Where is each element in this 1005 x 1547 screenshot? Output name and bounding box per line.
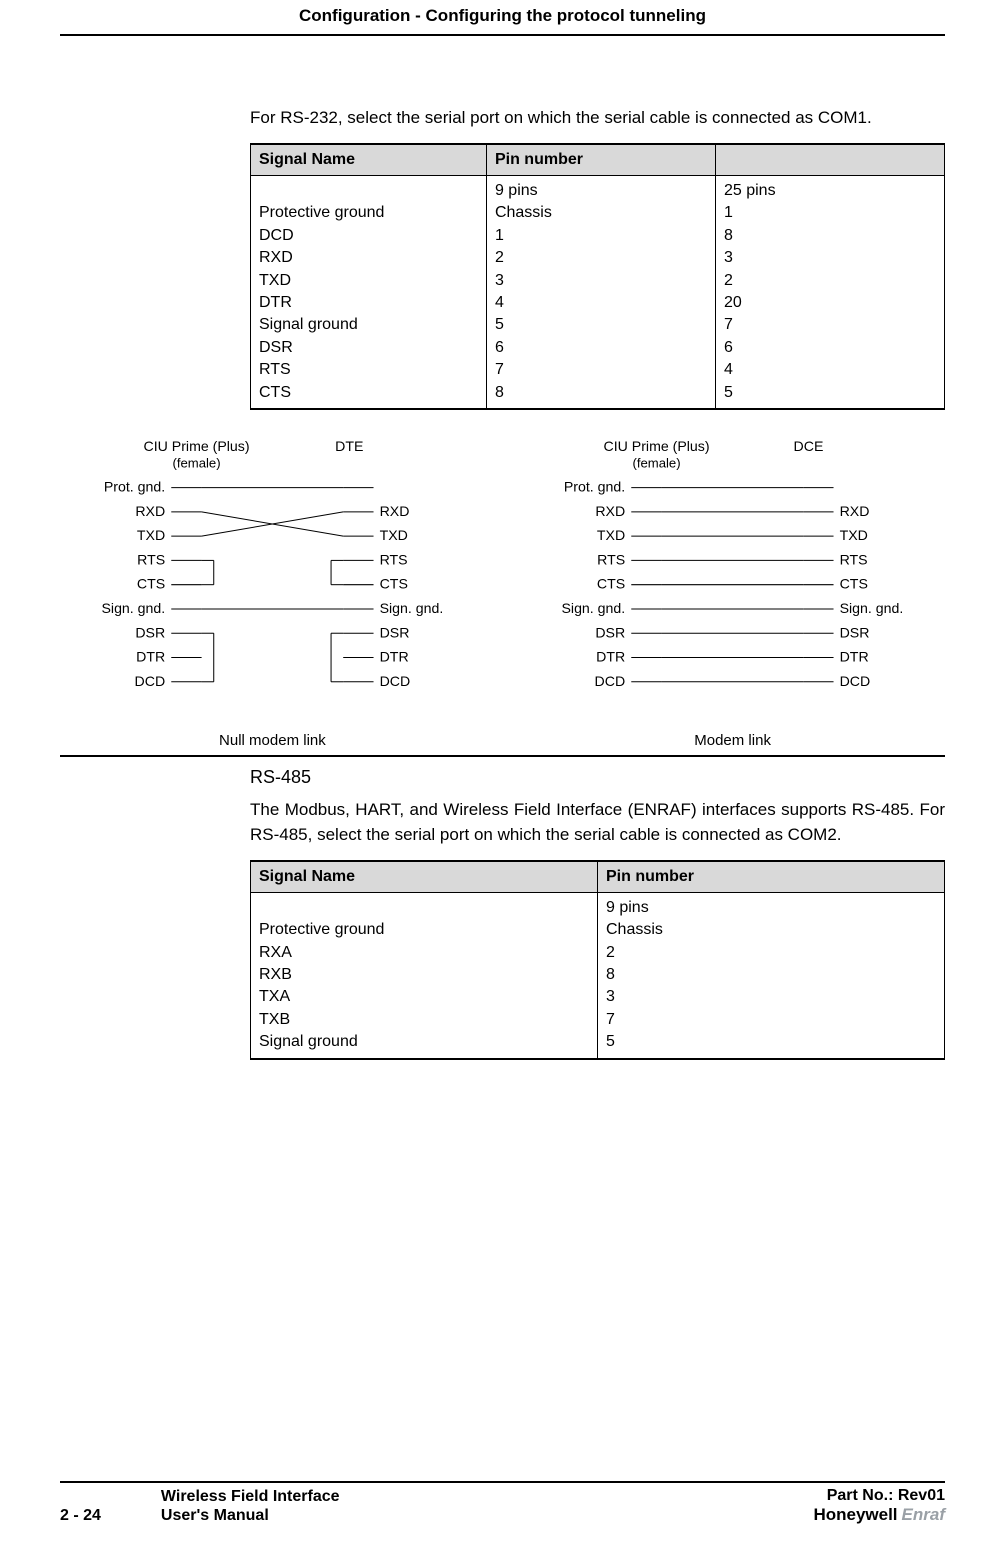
svg-text:TXD: TXD [137,527,165,543]
svg-text:Sign. gnd.: Sign. gnd. [840,600,904,616]
footer-brand: Honeywell Enraf [813,1505,945,1525]
svg-text:DTE: DTE [335,438,363,454]
footer-page-number: 2 - 24 [60,1507,101,1525]
null-modem-caption: Null modem link [60,732,485,749]
svg-text:CTS: CTS [137,576,165,592]
rs485-col-1: Pin number [598,861,945,893]
rs232-9pin: 9 pins Chassis 1 2 3 4 5 6 7 8 [486,176,715,409]
svg-text:DTR: DTR [840,648,869,664]
wiring-diagram-block: CIU Prime (Plus)(female)DTEProt. gnd.RXD… [60,435,945,757]
svg-text:DCD: DCD [135,673,166,689]
svg-text:DSR: DSR [380,624,410,640]
footer-title-l2: User's Manual [161,1507,269,1524]
rs232-col-2 [715,144,944,176]
null-modem-diagram: CIU Prime (Plus)(female) DTE Prot. gnd. RXD… [60,435,485,749]
footer-doc-title: Wireless Field Interface User's Manual [161,1487,340,1525]
svg-text:CTS: CTS [597,576,625,592]
brand-honeywell: Honeywell [813,1505,897,1524]
svg-text:CTS: CTS [840,576,868,592]
svg-text:RXD: RXD [596,503,626,519]
page-header: Configuration - Configuring the protocol… [60,0,945,36]
modem-link-diagram: CIU Prime (Plus)(female) DCE Prot. gnd. RXD… [520,435,945,749]
rs485-signal-names: Protective ground RXA RXB TXA TXB Signal… [251,892,598,1058]
svg-text:Sign. gnd.: Sign. gnd. [562,600,626,616]
svg-text:Prot. gnd.: Prot. gnd. [564,479,625,495]
svg-text:TXD: TXD [840,527,868,543]
modem-link-caption: Modem link [520,732,945,749]
svg-text:RTS: RTS [137,551,165,567]
svg-text:DCD: DCD [595,673,626,689]
svg-text:DTR: DTR [136,648,165,664]
main-content: For RS-232, select the serial port on wh… [250,106,945,410]
rs232-table: Signal Name Pin number Protective ground… [250,143,945,410]
rs485-col-0: Signal Name [251,861,598,893]
rs232-col-0: Signal Name [251,144,487,176]
footer-left: 2 - 24 Wireless Field Interface User's M… [60,1487,340,1525]
svg-text:DTR: DTR [596,648,625,664]
svg-text:RXD: RXD [135,503,165,519]
footer-title-l1: Wireless Field Interface [161,1488,340,1505]
brand-enraf: Enraf [902,1505,945,1524]
svg-text:Sign. gnd.: Sign. gnd. [380,600,444,616]
svg-text:TXD: TXD [380,527,408,543]
svg-text:DCD: DCD [840,673,871,689]
svg-text:(female): (female) [172,455,220,470]
svg-text:DSR: DSR [135,624,165,640]
svg-text:TXD: TXD [597,527,625,543]
footer-right: Part No.: Rev01 Honeywell Enraf [813,1487,945,1525]
svg-text:Sign. gnd.: Sign. gnd. [102,600,166,616]
svg-text:DSR: DSR [596,624,626,640]
page-footer: 2 - 24 Wireless Field Interface User's M… [60,1481,945,1525]
svg-text:(female): (female) [633,455,681,470]
svg-text:Prot. gnd.: Prot. gnd. [104,479,165,495]
rs232-signal-names: Protective ground DCD RXD TXD DTR Signal… [251,176,487,409]
svg-text:CIU Prime (Plus): CIU Prime (Plus) [144,438,250,454]
rs485-heading: RS-485 [250,767,945,788]
svg-text:DSR: DSR [840,624,870,640]
page-header-title: Configuration - Configuring the protocol… [299,6,706,25]
svg-text:DTR: DTR [380,648,409,664]
rs485-9pin: 9 pins Chassis 2 8 3 7 5 [598,892,945,1058]
rs232-intro: For RS-232, select the serial port on wh… [250,106,945,131]
svg-text:CTS: CTS [380,576,408,592]
svg-text:RTS: RTS [597,551,625,567]
rs485-intro: The Modbus, HART, and Wireless Field Int… [250,798,945,847]
rs485-section: RS-485 The Modbus, HART, and Wireless Fi… [250,767,945,1059]
svg-text:DCE: DCE [794,438,824,454]
svg-text:DCD: DCD [380,673,411,689]
rs232-25pin: 25 pins 1 8 3 2 20 7 6 4 5 [715,176,944,409]
svg-text:RTS: RTS [380,551,408,567]
svg-text:RTS: RTS [840,551,868,567]
svg-text:CIU Prime (Plus): CIU Prime (Plus) [604,438,710,454]
footer-part-no: Part No.: Rev01 [813,1487,945,1505]
svg-text:RXD: RXD [840,503,870,519]
rs232-col-1: Pin number [486,144,715,176]
rs485-table: Signal Name Pin number Protective ground… [250,860,945,1060]
svg-text:RXD: RXD [380,503,410,519]
